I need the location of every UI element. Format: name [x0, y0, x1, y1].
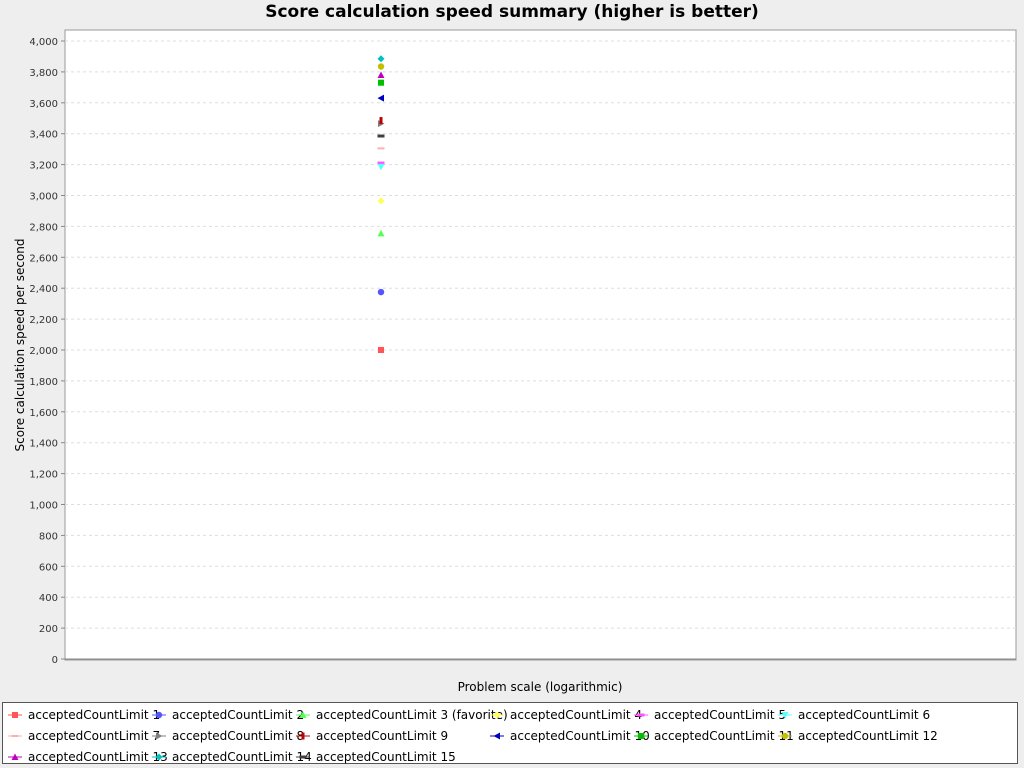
legend-marker-icon: [634, 713, 648, 717]
chart-plot: 0 200 400 600 800 1,000 1,200 1,400 1,600 1,800 2,…: [13, 29, 1017, 694]
legend-label: acceptedCountLimit 10: [510, 729, 650, 743]
legend-marker-icon: [8, 712, 22, 718]
y-tick-label: 2,200: [29, 315, 58, 326]
y-tick-label: 800: [39, 531, 58, 542]
data-point-series-12: [377, 63, 385, 70]
legend-label: acceptedCountLimit 8: [172, 729, 305, 743]
data-point-series-9: [379, 117, 383, 125]
y-tick-label: 1,600: [29, 408, 58, 419]
y-tick-label: 3,400: [29, 130, 58, 141]
legend-marker-icon: [296, 755, 310, 759]
legend-marker-icon: [490, 732, 504, 740]
y-tick-label: 3,200: [29, 161, 58, 172]
y-tick-label: 2,600: [29, 253, 58, 264]
y-tick-label: 2,800: [29, 222, 58, 233]
legend-label: acceptedCountLimit 15: [316, 750, 456, 764]
y-tick-label: 2,000: [29, 346, 58, 357]
y-tick-label: 3,600: [29, 99, 58, 110]
data-point-series-2: [377, 288, 385, 296]
legend-label: acceptedCountLimit 1: [28, 708, 161, 722]
legend-label: acceptedCountLimit 3 (favorite): [316, 708, 508, 722]
legend-marker-icon: [296, 711, 310, 718]
legend-label: acceptedCountLimit 4: [510, 708, 643, 722]
legend-marker-icon: [152, 711, 166, 719]
data-point-series-14: [377, 55, 385, 63]
legend-label: acceptedCountLimit 7: [28, 729, 161, 743]
legend-label: acceptedCountLimit 11: [654, 729, 794, 743]
data-point-series-11: [378, 79, 384, 86]
legend-marker-icon: [8, 735, 22, 737]
x-axis-label: Problem scale (logarithmic): [458, 680, 623, 694]
data-point-series-10: [377, 94, 384, 102]
y-tick-label: 3,000: [29, 192, 58, 203]
y-tick-label: 0: [52, 655, 58, 666]
chart-legend: acceptedCountLimit 1 acceptedCountLimit 2…: [2, 702, 1018, 764]
data-point-series-4: [377, 197, 385, 205]
y-tick-label: 400: [39, 593, 58, 604]
legend-label: acceptedCountLimit 14: [172, 750, 312, 764]
y-tick-label: 200: [39, 624, 58, 635]
y-tick-label: 1,800: [29, 377, 58, 388]
y-tick-label: 600: [39, 562, 58, 573]
y-tick-label: 3,800: [29, 68, 58, 79]
legend-marker-icon: [490, 711, 504, 719]
y-tick-label: 1,400: [29, 439, 58, 450]
legend-label: acceptedCountLimit 6: [798, 708, 931, 722]
y-tick-label: 1,200: [29, 470, 58, 481]
data-point-series-3: [377, 229, 385, 237]
legend-marker-icon: [152, 732, 166, 740]
data-point-series-7: [377, 147, 385, 150]
legend-label: acceptedCountLimit 12: [798, 729, 938, 743]
y-tick-label: 4,000: [29, 37, 58, 48]
y-tick-label: 2,400: [29, 284, 58, 295]
y-tick-label: 1,000: [29, 501, 58, 512]
chart-title: Score calculation speed summary (higher …: [265, 2, 759, 22]
legend-label: acceptedCountLimit 9: [316, 729, 449, 743]
plot-area: [64, 29, 1017, 661]
legend-label: acceptedCountLimit 2: [172, 708, 305, 722]
data-point-series-13: [377, 71, 385, 78]
legend-marker-icon: [778, 732, 792, 740]
legend-marker-icon: [634, 733, 648, 739]
legend-marker-icon: [296, 732, 310, 740]
legend-marker-icon: [778, 712, 792, 719]
data-point-series-5: [377, 161, 385, 165]
data-point-series-6: [377, 163, 385, 171]
data-point-series-1: [378, 347, 384, 353]
legend-marker-icon: [152, 753, 166, 761]
y-axis-label: Score calculation speed per second: [13, 238, 27, 451]
legend-label: acceptedCountLimit 13: [28, 750, 168, 764]
data-point-series-15: [377, 134, 385, 138]
legend-marker-icon: [8, 753, 22, 760]
legend-label: acceptedCountLimit 5: [654, 708, 787, 722]
